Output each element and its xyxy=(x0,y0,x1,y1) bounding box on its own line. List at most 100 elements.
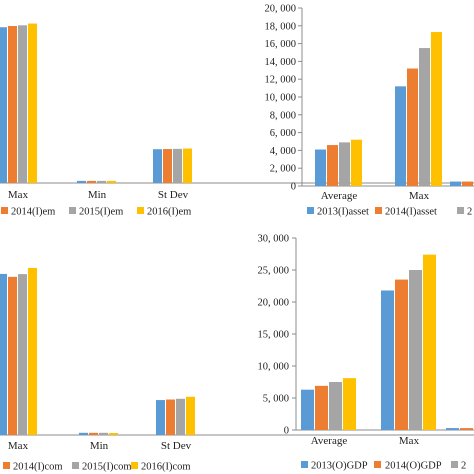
y-tick-label: 6, 000 xyxy=(270,128,296,139)
y-tick-label: 0 xyxy=(291,182,296,193)
bar xyxy=(351,139,362,186)
legend-swatch xyxy=(72,462,79,469)
y-tick-label: 10, 000 xyxy=(265,93,297,104)
legend-swatch xyxy=(451,461,458,468)
y-tick-label: 5, 000 xyxy=(263,394,289,405)
x-category-label: St Dev xyxy=(161,440,192,452)
y-tick-label: 20, 000 xyxy=(265,4,297,15)
bar xyxy=(301,389,314,430)
bar xyxy=(79,432,88,435)
legend-swatch xyxy=(375,207,382,214)
legend-swatch xyxy=(137,207,144,214)
bar xyxy=(381,290,394,430)
legend-label: 2015(I)com xyxy=(82,462,132,473)
chart-panel-1: Max Min St Dev 2014(I)em 2015(I)em 2016(I)em xyxy=(0,23,474,218)
y-tick-label: 15, 000 xyxy=(258,330,290,341)
bar xyxy=(339,142,350,186)
legend-swatch xyxy=(374,461,381,468)
y-tick-label: 16, 000 xyxy=(265,39,297,50)
bar xyxy=(77,180,86,183)
bar xyxy=(153,149,162,183)
bar xyxy=(28,267,37,435)
bar xyxy=(89,432,98,435)
bar xyxy=(329,382,342,430)
bar xyxy=(462,181,473,186)
y-tick-label: 14, 000 xyxy=(265,57,297,68)
bar xyxy=(28,23,37,183)
bar xyxy=(166,399,175,435)
y-tick-label: 0 xyxy=(284,426,289,437)
bar xyxy=(183,148,192,183)
bar xyxy=(176,398,185,435)
legend-label: 2013(O)GDP xyxy=(311,461,368,472)
x-category-label: Max xyxy=(409,190,430,202)
bar xyxy=(0,273,7,435)
bar xyxy=(327,145,338,186)
bar xyxy=(109,432,118,435)
bar xyxy=(407,68,418,186)
legend-label: 2014(I)em xyxy=(11,207,55,218)
y-tick-label: 18, 000 xyxy=(265,21,297,32)
bar xyxy=(163,149,172,183)
legend-swatch xyxy=(69,207,76,214)
legend-swatch xyxy=(457,207,464,214)
bar xyxy=(343,378,356,430)
bar xyxy=(87,180,96,183)
x-category-label: St Dev xyxy=(158,189,189,201)
bar xyxy=(18,274,27,435)
bar xyxy=(156,400,165,435)
legend-label: 2015(I)em xyxy=(79,207,123,218)
chart-panel-3: Max Min St Dev 2014(I)com 2015(I)com 2016(I)c… xyxy=(0,267,474,473)
y-tick-label: 20, 000 xyxy=(258,298,290,309)
legend-swatch xyxy=(307,207,314,214)
y-tick-label: 10, 000 xyxy=(258,362,290,373)
x-category-label: Max xyxy=(399,435,420,447)
bar xyxy=(0,27,7,183)
bar xyxy=(18,25,27,183)
y-tick-label: 30, 000 xyxy=(258,234,290,245)
bar xyxy=(97,180,106,183)
bar xyxy=(409,270,422,430)
y-tick-label: 4, 000 xyxy=(270,146,296,157)
legend-swatch xyxy=(301,461,308,468)
legend-label: 2014(O)GDP xyxy=(385,461,442,472)
x-category-label: Min xyxy=(90,440,109,452)
legend-label: 2016(I)com xyxy=(141,462,191,473)
legend-swatch xyxy=(1,207,8,214)
x-category-label: Average xyxy=(311,435,348,447)
bar xyxy=(107,180,116,183)
legend-label: 2014(I)asset xyxy=(385,207,437,218)
bar xyxy=(419,48,430,186)
x-category-label: Max xyxy=(8,189,29,201)
bar xyxy=(315,385,328,430)
legend-swatch xyxy=(3,462,10,469)
bar xyxy=(186,396,195,435)
bar xyxy=(395,279,408,430)
bar xyxy=(395,86,406,186)
bar xyxy=(423,254,436,430)
bar xyxy=(460,428,473,430)
x-category-label: Average xyxy=(321,190,358,202)
legend-label: 2 xyxy=(461,461,466,472)
bar xyxy=(446,428,459,430)
y-tick-label: 8, 000 xyxy=(270,110,296,121)
legend-swatch xyxy=(131,462,138,469)
legend-label: 2013(I)asset xyxy=(317,207,369,218)
bar xyxy=(173,148,182,183)
bar xyxy=(8,276,17,435)
legend-label: 2016(I)em xyxy=(147,207,191,218)
x-category-label: Min xyxy=(88,189,107,201)
y-tick-label: 12, 000 xyxy=(265,75,297,86)
bar xyxy=(8,26,17,184)
legend-label: 2014(I)com xyxy=(13,462,63,473)
chart-panel-4: 0 5, 000 10, 000 15, 000 20, 000 25, 000 30, 0… xyxy=(258,234,474,472)
y-tick-label: 2, 000 xyxy=(270,164,296,175)
y-tick-label: 25, 000 xyxy=(258,266,290,277)
bar xyxy=(315,149,326,186)
bar xyxy=(99,432,108,435)
chart-panel-2: 0 2, 000 4, 000 6, 000 8, 000 10, 000 12, 000 1… xyxy=(265,4,474,218)
bar xyxy=(431,32,442,186)
bar xyxy=(450,181,461,186)
x-category-label: Max xyxy=(8,440,29,452)
